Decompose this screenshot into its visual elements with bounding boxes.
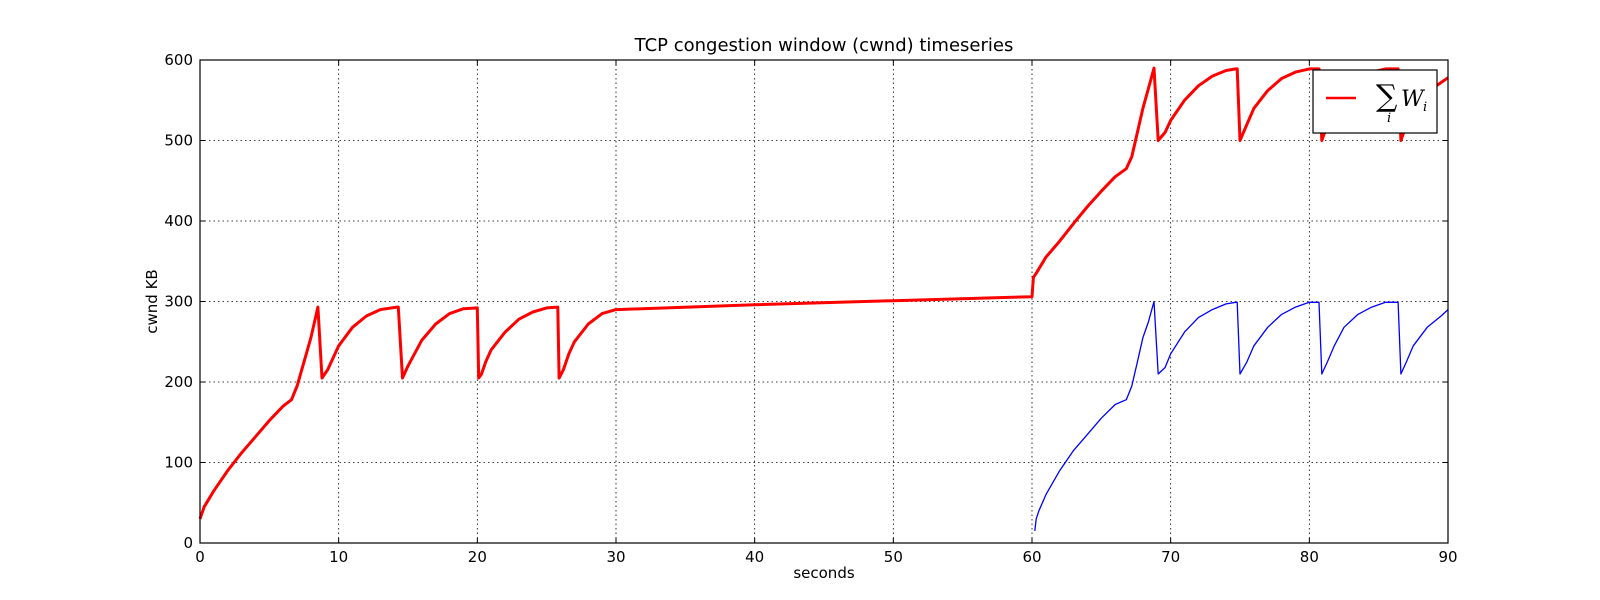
x-tick-label: 10	[329, 548, 348, 566]
x-tick-label: 60	[1022, 548, 1041, 566]
series-layer	[198, 66, 1449, 531]
y-tick-label: 300	[164, 293, 193, 311]
legend-sigma-glyph: ∑	[1376, 79, 1398, 114]
chart-title: TCP congestion window (cwnd) timeseries	[634, 35, 1014, 56]
series-line-1	[198, 66, 1449, 520]
x-tick-label: 50	[884, 548, 903, 566]
legend-box	[1312, 69, 1438, 134]
series-line-2	[1034, 300, 1449, 531]
x-tick-label: 0	[195, 548, 205, 566]
y-tick-label: 0	[183, 534, 193, 552]
legend-w-subscript: i	[1423, 100, 1427, 115]
tick-layer: 0 10 20 30 40 50 60 70 80 90 0 100 200 300 400 500 600	[164, 51, 1457, 566]
x-tick-label: 90	[1438, 548, 1457, 566]
legend-sigma-subscript: i	[1387, 111, 1391, 126]
legend-w-glyph: W	[1401, 87, 1426, 112]
x-tick-label: 20	[468, 548, 487, 566]
y-tick-label: 200	[164, 373, 193, 391]
y-axis-label: cwnd KB	[143, 269, 161, 333]
y-tick-label: 400	[164, 212, 193, 230]
x-tick-label: 30	[606, 548, 625, 566]
x-tick-label: 80	[1300, 548, 1319, 566]
x-tick-label: 40	[745, 548, 764, 566]
legend: ∑iW i	[1312, 69, 1438, 134]
y-tick-label: 500	[164, 132, 193, 150]
y-tick-label: 600	[164, 51, 193, 69]
x-tick-label: 70	[1161, 548, 1180, 566]
x-axis-label: seconds	[793, 564, 854, 582]
y-tick-label: 100	[164, 454, 193, 472]
legend-label-sum-w-i: ∑iW i	[1376, 79, 1427, 126]
